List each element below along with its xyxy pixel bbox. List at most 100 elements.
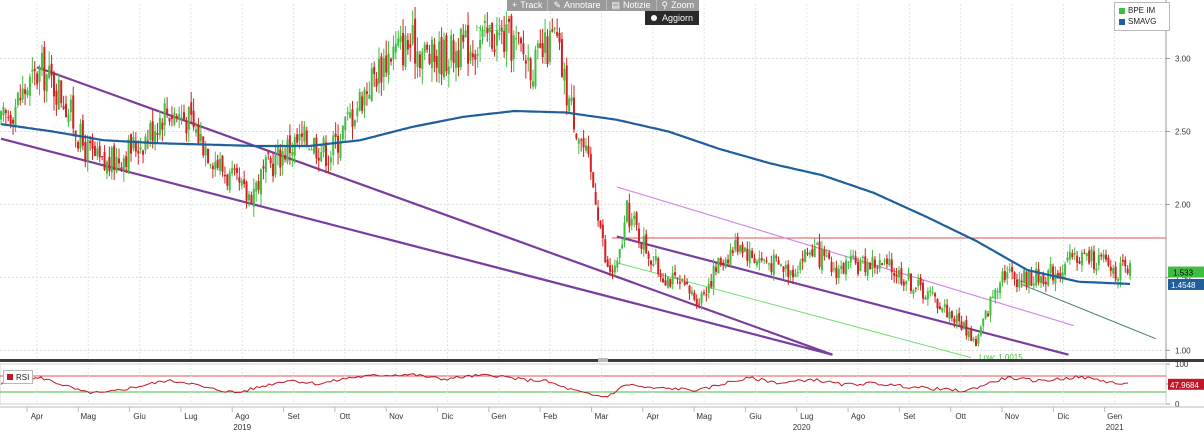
candle-body	[548, 30, 551, 62]
candle-body	[279, 149, 282, 168]
candle-body	[327, 163, 330, 165]
candle-body	[845, 260, 848, 275]
candle-body	[1085, 252, 1088, 257]
candle-body	[575, 133, 578, 139]
candle-body	[351, 109, 354, 127]
candle-body	[101, 156, 104, 158]
candle-body	[31, 69, 34, 72]
candle-body	[377, 58, 380, 84]
candle-body	[813, 245, 816, 258]
candle-body	[820, 248, 823, 271]
candle-body	[958, 313, 961, 322]
rsi-frame	[0, 363, 1167, 405]
candle-body	[247, 194, 250, 201]
plus-icon: +	[512, 0, 518, 10]
legend-swatch	[1119, 18, 1125, 25]
candle-body	[582, 138, 585, 148]
candle-body	[1061, 272, 1064, 280]
candle-body	[784, 264, 787, 269]
candle-body	[96, 148, 99, 156]
trendline-teal	[1022, 284, 1156, 340]
candle-body	[683, 281, 686, 285]
candle-body	[707, 284, 710, 293]
chart-legend[interactable]: BPE IM SMAVG	[1114, 2, 1170, 31]
candle-body	[455, 51, 458, 68]
candle-body	[623, 222, 626, 241]
candle-body	[946, 304, 949, 318]
candle-body	[0, 111, 3, 120]
legend-item-smavg[interactable]: SMAVG	[1115, 16, 1169, 27]
candle-body	[907, 272, 910, 280]
candle-body	[751, 250, 754, 258]
candle-body	[1068, 251, 1071, 260]
candle-body	[924, 297, 927, 300]
news-button[interactable]: ▤ Notizie	[607, 0, 657, 11]
rsi-legend[interactable]: RSI	[3, 370, 34, 384]
candle-body	[772, 254, 775, 275]
candle-body	[544, 32, 547, 54]
candle-body	[185, 122, 188, 134]
candle-body	[847, 261, 850, 264]
trendline-channel_light	[616, 186, 1074, 327]
candle-body	[1100, 254, 1103, 257]
candle-body	[828, 252, 831, 259]
candle-body	[609, 265, 612, 272]
candle-body	[659, 273, 662, 278]
annotate-button[interactable]: ✎ Annotare	[548, 0, 607, 11]
candle-body	[989, 296, 992, 316]
candle-body	[115, 157, 118, 172]
candle-body	[977, 334, 980, 344]
candle-body	[941, 307, 944, 312]
candle-body	[746, 248, 749, 261]
panel-divider[interactable]	[0, 358, 1204, 362]
candle-body	[450, 35, 453, 61]
zoom-button[interactable]: ⚲ Zoom	[657, 0, 700, 11]
candle-body	[77, 142, 80, 149]
candle-body	[690, 291, 693, 295]
candle-body	[416, 51, 419, 68]
candle-body	[158, 117, 161, 136]
candle-body	[245, 181, 248, 201]
trendline-green	[616, 262, 972, 359]
candle-body	[640, 242, 643, 249]
candle-body	[739, 245, 742, 252]
candle-body	[151, 121, 154, 142]
candle-body	[522, 43, 525, 55]
candle-body	[922, 282, 925, 299]
candle-body	[524, 60, 527, 64]
candle-body	[1025, 272, 1028, 287]
candle-body	[975, 339, 978, 347]
last-smavg-label: 1.4548	[1171, 281, 1196, 290]
track-button[interactable]: + Track	[507, 0, 549, 11]
candle-body	[190, 102, 193, 115]
x-tick-label: Apr	[647, 412, 660, 421]
candle-body	[1076, 255, 1079, 263]
candle-body	[130, 134, 133, 154]
candle-body	[967, 330, 970, 338]
candle-body	[736, 236, 739, 253]
candle-body	[1006, 272, 1009, 279]
candle-body	[173, 113, 176, 125]
candle-body	[286, 139, 289, 162]
candle-body	[527, 57, 530, 61]
candle-body	[503, 30, 506, 52]
candle-body	[180, 117, 183, 120]
candle-body	[1035, 268, 1038, 286]
candle-body	[871, 257, 874, 269]
track-label: Track	[520, 0, 543, 10]
candle-body	[897, 270, 900, 278]
candle-body	[938, 306, 941, 310]
candle-body	[1032, 283, 1035, 286]
candle-body	[291, 152, 294, 156]
legend-item-price[interactable]: BPE IM	[1115, 5, 1169, 16]
candle-body	[423, 44, 426, 53]
candle-body	[452, 40, 455, 63]
candle-body	[987, 313, 990, 317]
candle-body	[934, 293, 937, 297]
refresh-button[interactable]: Aggiorn	[645, 11, 700, 25]
candle-body	[142, 150, 145, 155]
candle-body	[758, 258, 761, 264]
candle-body	[474, 54, 477, 60]
candle-body	[585, 145, 588, 151]
candle-body	[597, 207, 600, 221]
